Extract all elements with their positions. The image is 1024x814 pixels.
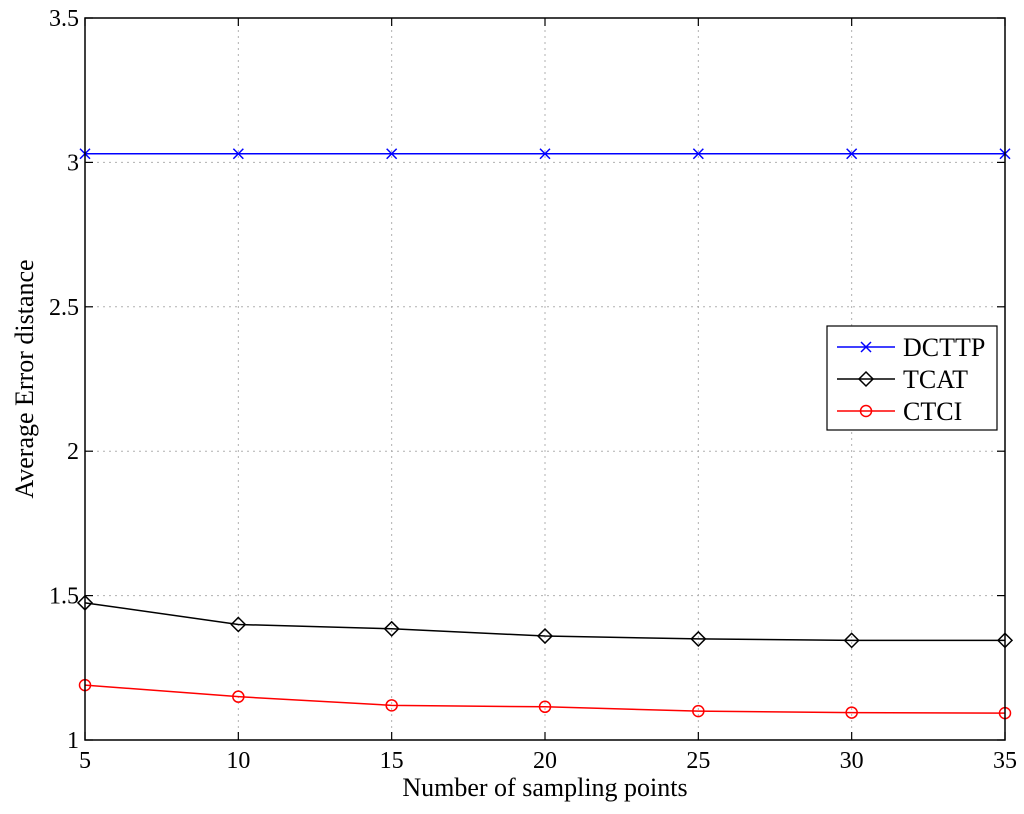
x-tick-label: 10: [226, 748, 250, 774]
data-point-dcttp: [846, 148, 858, 160]
x-tick-label: 25: [686, 748, 710, 774]
x-tick-labels: 5 10 15 20 25 30 35: [79, 748, 1017, 774]
y-tick-label: 2: [67, 439, 79, 465]
series-dcttp: [79, 148, 1011, 160]
series-line-ctci: [84, 684, 1006, 714]
x-tick-label: 35: [993, 748, 1017, 774]
x-tick-label: 15: [380, 748, 404, 774]
data-point-ctci: [232, 690, 245, 703]
series-layer: [76, 148, 1014, 720]
grid-lines: [85, 18, 1005, 740]
legend-box: [826, 325, 998, 431]
y-tick-label: 1.5: [49, 584, 79, 610]
legend: DCTTP TCAT CTCI: [826, 325, 998, 431]
y-axis-label: Average Error distance: [10, 259, 39, 498]
data-point-ctci: [385, 699, 398, 712]
data-point-tcat: [230, 616, 247, 633]
data-point-ctci: [845, 706, 858, 719]
data-point-dcttp: [539, 148, 551, 160]
legend-item-ctci: CTCI: [837, 397, 962, 426]
data-point-tcat: [843, 632, 860, 649]
y-tick-labels: 1 1.5 2 2.5 3 3.5: [49, 6, 79, 754]
data-point-dcttp: [232, 148, 244, 160]
legend-label-tcat: TCAT: [903, 365, 968, 394]
y-tick-label: 3: [67, 150, 79, 176]
data-point-ctci: [692, 704, 705, 718]
legend-item-tcat: TCAT: [837, 365, 968, 394]
data-point-tcat: [536, 627, 554, 645]
y-tick-label: 2.5: [49, 295, 79, 321]
legend-item-dcttp: DCTTP: [837, 333, 985, 362]
data-point-dcttp: [386, 148, 398, 160]
data-point-dcttp: [692, 148, 704, 160]
axis-ticks: [84, 17, 1006, 741]
x-axis-label: Number of sampling points: [402, 773, 687, 802]
x-tick-label: 30: [840, 748, 864, 774]
legend-marker-ctci: [859, 404, 873, 418]
data-point-tcat: [690, 630, 707, 647]
legend-marker-tcat: [857, 370, 875, 388]
legend-marker-dcttp: [860, 341, 872, 353]
y-tick-label: 1: [67, 728, 79, 754]
series-line-tcat: [84, 602, 1005, 642]
legend-label-dcttp: DCTTP: [903, 333, 985, 362]
data-point-ctci: [538, 700, 552, 714]
y-tick-label: 3.5: [49, 6, 79, 32]
data-point-tcat: [383, 620, 400, 637]
x-tick-label: 20: [533, 748, 557, 774]
x-tick-label: 5: [79, 748, 91, 774]
legend-label-ctci: CTCI: [903, 397, 962, 426]
